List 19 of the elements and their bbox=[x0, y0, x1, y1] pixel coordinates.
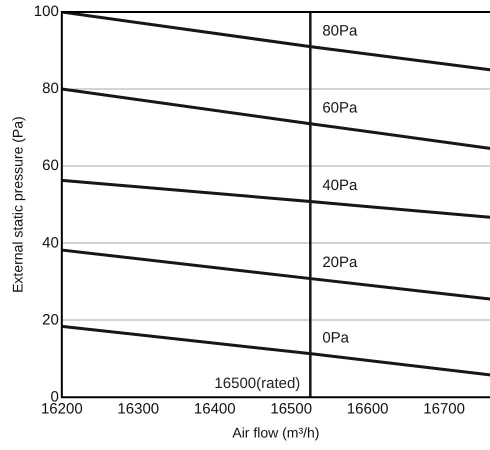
series-label: 0Pa bbox=[322, 329, 350, 346]
x-tick-label: 16300 bbox=[117, 400, 160, 418]
y-tick-label: 80 bbox=[42, 80, 59, 98]
x-tick-label: 16200 bbox=[40, 400, 83, 418]
series-label: 60Pa bbox=[322, 99, 358, 116]
y-tick-label: 100 bbox=[34, 3, 59, 20]
y-axis-title: External static pressure (Pa) bbox=[9, 116, 26, 293]
y-tick-label: 40 bbox=[42, 234, 59, 252]
y-tick-label: 20 bbox=[42, 311, 59, 328]
x-tick-label: 16500 bbox=[270, 400, 312, 418]
ref-line-label: 16500(rated) bbox=[214, 374, 300, 392]
x-tick-label: 16700 bbox=[423, 400, 465, 418]
series-label: 80Pa bbox=[322, 22, 358, 40]
y-tick-label: 60 bbox=[42, 157, 59, 174]
series-label: 20Pa bbox=[322, 254, 358, 272]
x-tick-label: 16600 bbox=[346, 400, 389, 418]
x-tick-label: 16400 bbox=[194, 400, 236, 418]
x-axis-title: Air flow (m³/h) bbox=[232, 424, 320, 440]
series-label: 40Pa bbox=[322, 177, 358, 194]
